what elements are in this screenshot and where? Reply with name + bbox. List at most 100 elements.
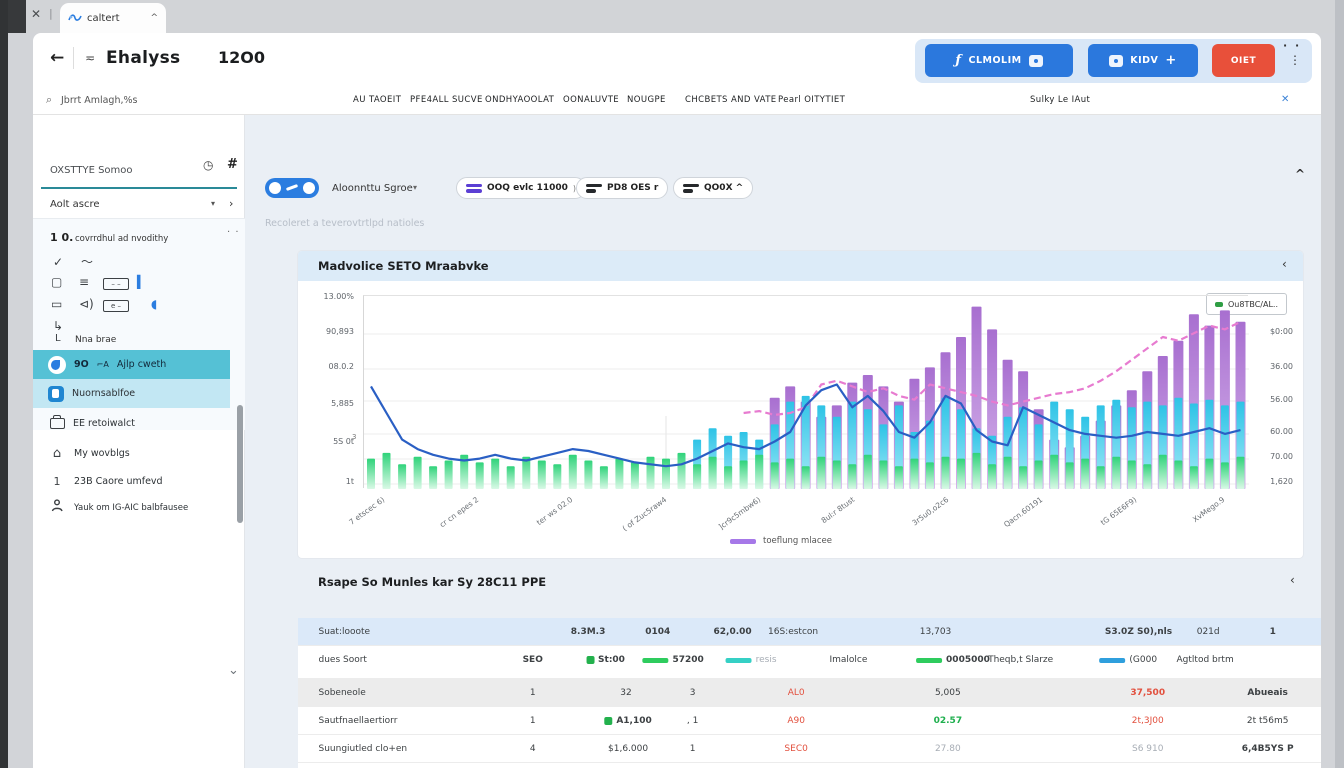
media-icon [1109,55,1123,67]
table-cell: resis [726,655,777,665]
nav-tab[interactable]: PFE4ALL SUCVE [410,95,483,105]
table-cell: 57200 [642,655,703,665]
caret-down-icon[interactable]: ▾ [211,199,215,208]
nav-tab[interactable]: Sulky Le IAut [1030,95,1090,105]
chart-title: Madvolice SETO Mraabvke [318,259,489,273]
angle-tool-icon[interactable]: ⊲) [79,297,94,311]
sidebar-item-selected[interactable]: 9O ⌐A Ajlp cweth [33,350,230,379]
tab-title: caltert [87,13,120,24]
secondary-action-button[interactable]: KIDV + [1088,44,1198,77]
sidebar-item-highlighted[interactable]: Nuornsablfoe [33,379,230,408]
kebab-menu-icon[interactable]: ⋮ [1289,53,1301,67]
sidebar-scrollbar[interactable] [237,405,243,523]
y-axis-label: 08.0.2 [302,362,354,371]
table-cell: S6 910 [1132,744,1163,754]
filter-dropdown[interactable]: Aloonnttu Sgroe [332,183,413,194]
sidebar-search-input[interactable]: OXSTTYE Somoo [50,165,133,176]
table-collapse-icon[interactable]: ‹ [1290,573,1295,587]
hash-icon[interactable]: # [227,157,238,172]
list-tool-icon[interactable]: ≡ [79,275,89,289]
nav-tab[interactable]: AU TAOEIT [353,95,401,105]
filter-pill-misc[interactable]: QO0X ^ [673,177,753,199]
sidebar-item-user[interactable]: Yauk om IG-AIC balbfausee [33,493,230,522]
y-axis-label: 1,620 [1270,477,1293,486]
filter-toggle[interactable] [265,178,319,198]
dark-bars-icon [683,184,699,193]
table-row[interactable]: Sautfnaellaertiorr1A1,100, 1A9002.572t,3… [298,707,1321,735]
caret-down-icon: ▾ [413,183,417,192]
table-cell: 13,703 [920,627,952,637]
search-icon[interactable]: ⌕ [46,93,52,107]
table-cell: 021d [1197,627,1220,637]
y-axis-label: 36.00 [1270,362,1293,371]
table-cell: 2t,3J00 [1132,716,1164,726]
table-row[interactable]: Suungiutled clo+en4$1,6.0001SEC027.80S6 … [298,735,1321,763]
filter-pill-traffic[interactable]: OOQ evlc 11000 ) [456,177,586,199]
item-label: Nuornsablfoe [72,388,135,399]
nav-tab[interactable]: NOUGPE [627,95,666,105]
browser-tab[interactable]: caltert ^ [60,3,166,33]
table-cell: 4 [530,744,536,754]
chart-collapse-icon[interactable]: ‹ [1282,257,1287,271]
shield-icon [1029,55,1043,67]
check-tool-icon[interactable]: ✓ [53,255,63,269]
table-header-row[interactable]: Suat:looote8.3M.3010462,0.0016S:estcon13… [298,618,1321,646]
table-cell: St:00 [586,655,625,665]
table-cell: 27.80 [935,744,961,754]
x-axis-label: tG 65E6F9) [1075,495,1139,545]
tab-caret-icon[interactable]: ^ [150,13,158,23]
square-tool-icon[interactable]: ▢ [51,275,62,289]
table-cell: Sobeneole [319,688,366,698]
filter-pill-pages[interactable]: PD8 OES r [576,177,668,199]
sidebar-item-folder[interactable]: EE retoiwalct [33,409,230,438]
danger-action-button[interactable]: OIET [1212,44,1275,77]
x-axis-label: Qacn.60191 [981,495,1045,545]
table-cell: 6,4B5YS P [1242,744,1294,754]
table-cell: 0104 [645,627,670,637]
metric-bar-icon [916,658,942,663]
y-axis-label: 13.00% [302,292,354,301]
chart-plot-area[interactable] [363,295,1248,488]
nav-tab[interactable]: Pearl OITYTIET [778,95,845,105]
close-icon[interactable]: ✕ [1281,94,1289,105]
nav-tab[interactable]: CHCBETS AND VATE [685,95,777,105]
field-tool-icon[interactable]: e – [103,300,129,312]
chevron-right-icon[interactable]: › [229,197,233,210]
tab-logo-icon [68,12,82,24]
sidebar-expand-chevron-icon[interactable]: ⌄ [228,663,239,678]
input-tool-icon[interactable]: – – [103,278,129,290]
sidebar-item-home[interactable]: ⌂ My wovblgs [33,439,230,468]
curve-tool-icon[interactable]: 〜 [81,253,93,270]
primary-action-button[interactable]: ƒ CLMOLIM [925,44,1073,77]
group-menu-icon[interactable]: · · [227,227,240,238]
section-collapse-icon[interactable]: ^ [1295,167,1305,181]
corner-glyph-icon: L [55,333,61,344]
item-label: My wovblgs [74,448,130,459]
table-row[interactable]: Anliearned46 E8.0022QS7201.57$13002,4022… [298,763,1321,768]
arrow-tool-icon[interactable]: ↳ [53,319,63,333]
sidebar-item-camp[interactable]: 1 23B Caore umfevd [33,467,230,496]
table-cell: A90 [787,716,805,726]
table-subheader-row[interactable]: dues SoortSEOSt:0057200resisImalolce0005… [298,646,1321,679]
table-row[interactable]: Sobeneole1323AL05,00537,500Abueais [298,679,1321,707]
table-cell: 8.3M.3 [571,627,606,637]
filter-icon[interactable]: ≂ [85,51,95,65]
nav-tab[interactable]: ONDHYAOOLAT [485,95,554,105]
folder-icon [50,418,65,429]
back-button[interactable]: ← [50,48,64,68]
nav-tab[interactable]: OONALUVTE [563,95,619,105]
table-cell: 2t t56m5 [1247,716,1289,726]
rect-tool-icon[interactable]: ▭ [51,297,62,311]
metric-bar-icon [642,658,668,663]
page-title-number: 12O0 [218,48,265,67]
search-underline [41,187,237,189]
item-label: EE retoiwalct [73,418,135,429]
group-number: 1 0. [50,231,73,244]
more-dots-icon[interactable]: · · [1283,39,1301,52]
chart-svg [364,296,1249,489]
window-close-icon[interactable]: ✕ [31,7,41,21]
search-input[interactable]: Jbrrt Amlagh,%s [61,95,137,106]
pill-label: PD8 OES r [607,183,658,193]
sidebar-add-row[interactable]: Aolt ascre [50,199,100,210]
history-clock-icon[interactable]: ◷ [203,158,213,172]
